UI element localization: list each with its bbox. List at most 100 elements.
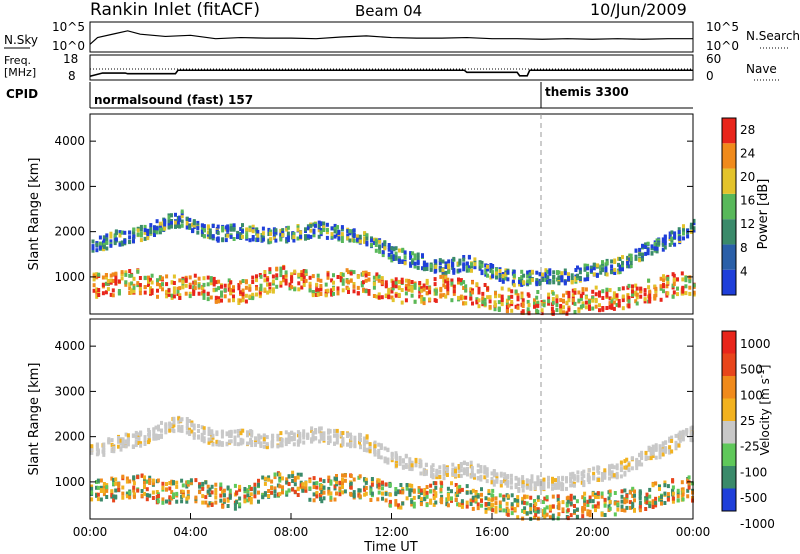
range-gate-cell <box>692 290 696 295</box>
range-gate-cell <box>322 228 326 232</box>
range-gate-cell <box>128 269 132 273</box>
range-gate-cell <box>132 234 136 239</box>
range-gate-cell <box>575 499 579 504</box>
range-gate-cell <box>379 445 383 450</box>
range-gate-cell <box>341 490 344 495</box>
range-gate-cell <box>228 433 232 438</box>
range-gate-cell <box>543 507 547 512</box>
range-gate-cell <box>381 496 384 501</box>
range-gate-cell <box>432 481 436 486</box>
range-gate-cell <box>414 463 418 468</box>
range-gate-cell <box>190 420 194 425</box>
range-gate-cell <box>150 288 154 293</box>
range-gate-cell <box>411 258 415 263</box>
range-gate-cell <box>658 453 662 457</box>
range-gate-cell <box>311 436 315 441</box>
range-gate-cell <box>363 477 367 482</box>
range-gate-cell <box>249 497 253 501</box>
range-gate-cell <box>271 289 275 294</box>
nsearch-label: N.Search <box>746 29 800 43</box>
range-gate-cell <box>631 505 635 510</box>
range-gate-cell <box>185 225 189 230</box>
range-gate-cell <box>102 482 106 486</box>
range-gate-cell <box>498 504 502 509</box>
colorbar-tick-label: 20 <box>740 170 755 184</box>
range-gate-cell <box>610 259 614 264</box>
range-gate-cell <box>480 503 483 508</box>
range-gate-cell <box>192 289 196 294</box>
range-gate-cell <box>267 238 271 243</box>
range-gate-cell <box>155 226 159 231</box>
range-gate-cell <box>151 478 155 483</box>
range-gate-cell <box>462 471 466 476</box>
range-gate-cell <box>226 226 230 231</box>
range-gate-cell <box>480 498 483 503</box>
range-gate-cell <box>241 428 245 433</box>
range-gate-cell <box>124 444 128 449</box>
range-gate-cell <box>189 480 193 485</box>
range-gate-cell <box>246 441 249 446</box>
range-gate-cell <box>583 263 587 268</box>
range-gate-cell <box>211 224 215 228</box>
range-gate-cell <box>510 506 514 511</box>
range-gate-cell <box>460 504 464 509</box>
range-gate-cell <box>528 269 532 274</box>
range-gate-cell <box>261 237 265 242</box>
range-gate-cell <box>239 232 243 237</box>
range-gate-cell <box>514 476 518 481</box>
range-gate-cell <box>671 496 675 501</box>
range-gate-cell <box>684 291 688 296</box>
range-gate-cell <box>657 241 661 246</box>
range-gate-cell <box>365 233 369 238</box>
range-gate-cell <box>423 497 427 502</box>
range-gate-cell <box>244 280 248 285</box>
range-gate-cell <box>475 299 479 304</box>
range-gate-cell <box>276 434 280 438</box>
range-gate-cell <box>510 289 514 294</box>
range-gate-cell <box>655 243 659 248</box>
range-gate-cell <box>311 433 315 438</box>
range-gate-cell <box>356 234 360 239</box>
range-gate-cell <box>556 516 560 521</box>
range-gate-cell <box>420 299 424 304</box>
range-gate-cell <box>523 510 527 514</box>
range-gate-cell <box>401 487 405 492</box>
range-gate-cell <box>167 225 171 230</box>
range-gate-cell <box>280 438 284 443</box>
range-gate-cell <box>150 273 154 278</box>
range-gate-cell <box>315 293 319 297</box>
range-gate-cell <box>255 227 259 232</box>
range-gate-cell <box>473 262 477 267</box>
range-gate-cell <box>346 236 350 241</box>
range-gate-cell <box>451 462 455 467</box>
range-gate-cell <box>330 234 334 239</box>
range-gate-cell <box>222 498 226 503</box>
range-gate-cell <box>404 278 408 283</box>
range-gate-cell <box>221 225 225 230</box>
range-gate-cell <box>681 492 685 497</box>
range-gate-cell <box>279 236 283 240</box>
range-gate-cell <box>597 470 601 475</box>
range-gate-cell <box>666 276 670 281</box>
range-gate-cell <box>654 443 658 448</box>
range-gate-cell <box>573 495 576 500</box>
range-gate-cell <box>574 277 578 282</box>
range-gate-cell <box>388 483 392 488</box>
range-gate-cell <box>401 459 405 464</box>
range-gate-cell <box>228 488 232 493</box>
range-gate-cell <box>285 237 289 242</box>
range-gate-cell <box>279 266 283 271</box>
range-gate-cell <box>489 263 493 267</box>
range-gate-cell <box>301 485 305 490</box>
range-gate-cell <box>450 278 454 283</box>
range-gate-cell <box>535 270 539 275</box>
range-gate-cell <box>615 303 619 307</box>
range-gate-cell <box>601 268 604 273</box>
range-gate-cell <box>333 229 337 234</box>
range-gate-cell <box>222 493 226 498</box>
range-gate-cell <box>681 489 685 494</box>
range-gate-cell <box>410 293 414 298</box>
range-gate-cell <box>445 473 449 477</box>
range-gate-cell <box>118 233 122 238</box>
range-gate-cell <box>301 488 305 493</box>
